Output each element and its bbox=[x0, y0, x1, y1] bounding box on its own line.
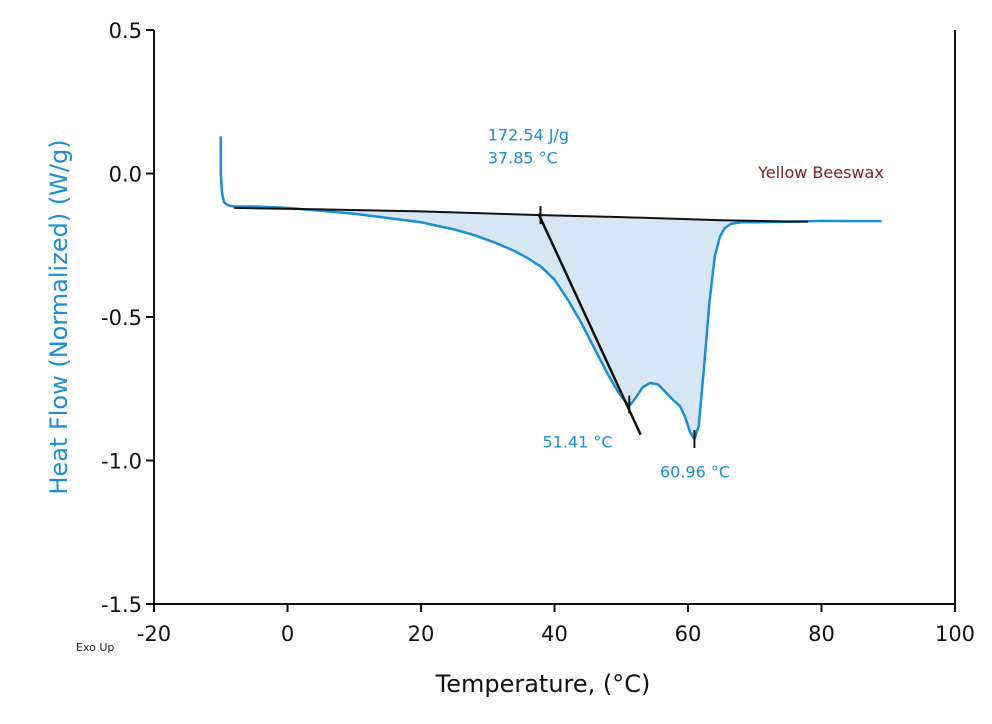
y-tick-label: -1.5 bbox=[101, 593, 142, 617]
integration-area bbox=[287, 207, 809, 439]
y-tick-label: -0.5 bbox=[101, 306, 142, 330]
annotation-label: 172.54 J/g bbox=[488, 125, 569, 144]
x-axis-title: Temperature, (°C) bbox=[435, 670, 651, 698]
x-tick-label: 60 bbox=[675, 622, 702, 646]
x-tick-label: 20 bbox=[408, 622, 435, 646]
annotation-label: 37.85 °C bbox=[488, 148, 558, 167]
y-tick-label: 0.0 bbox=[109, 163, 142, 187]
annotation-label: 51.41 °C bbox=[542, 433, 612, 452]
exo-up-label: Exo Up bbox=[76, 641, 114, 654]
ticks: -20 0 20 40 60 80 100 0.5 0.0 -0.5 -1.0 -1.5 bbox=[101, 19, 975, 646]
x-tick-label: 0 bbox=[281, 622, 294, 646]
x-tick-label: 40 bbox=[541, 622, 568, 646]
y-tick-label: 0.5 bbox=[109, 19, 142, 43]
y-tick-label: -1.0 bbox=[101, 450, 142, 474]
annotations: 172.54 J/g 37.85 °C 51.41 °C 60.96 °C Yellow… bbox=[488, 125, 884, 481]
y-axis-title: Heat Flow (Normalized) (W/g) bbox=[45, 139, 73, 494]
series bbox=[219, 136, 882, 448]
integration-area-layer bbox=[287, 207, 809, 439]
annotation-label: 60.96 °C bbox=[660, 463, 730, 482]
x-tick-label: 100 bbox=[935, 622, 975, 646]
annotation-label: Yellow Beeswax bbox=[757, 163, 884, 182]
x-tick-label: 80 bbox=[808, 622, 835, 646]
x-tick-label: -20 bbox=[137, 622, 171, 646]
axes bbox=[153, 30, 956, 605]
onset-tangent-line bbox=[537, 213, 642, 436]
